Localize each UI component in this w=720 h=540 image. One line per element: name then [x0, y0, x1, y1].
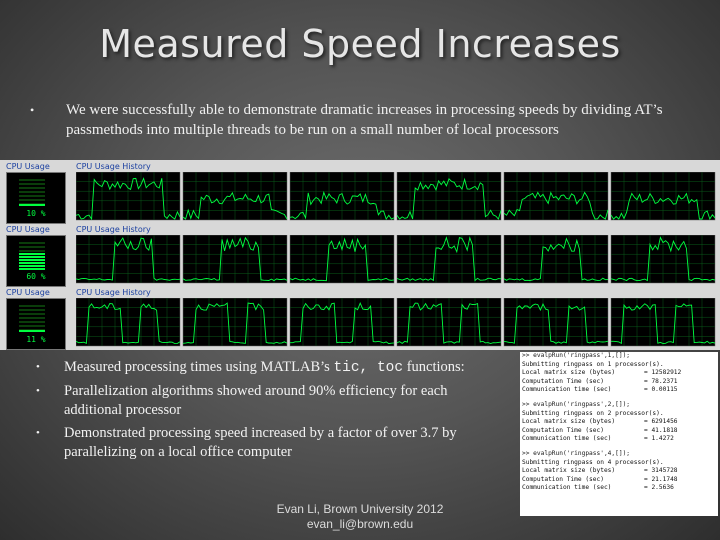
- footer-author: Evan Li, Brown University 2012: [276, 502, 444, 516]
- intro-bullet: • We were successfully able to demonstra…: [30, 100, 690, 140]
- cpu-core-graph: [289, 172, 395, 221]
- cpu-core-graph: [610, 235, 716, 284]
- console-line: Communication time (sec) = 1.4272: [522, 435, 674, 443]
- cpu-core-graph: [610, 172, 716, 221]
- cpu-core-graph: [76, 172, 181, 221]
- cpu-usage-meter: CPU Usage 60 %: [2, 225, 66, 287]
- cpu-history: CPU Usage History: [72, 288, 718, 350]
- cpu-row: CPU Usage 11 % CPU Usage History: [0, 288, 720, 350]
- console-value: = 21.1748: [644, 475, 678, 483]
- cpu-usage-box: 60 %: [6, 235, 66, 287]
- console-line: Computation Time (sec) = 41.1818: [522, 426, 678, 434]
- cpu-history: CPU Usage History: [72, 225, 718, 287]
- console-line: Local matrix size (bytes) = 3145728: [522, 467, 678, 475]
- cpu-history-label: CPU Usage History: [76, 288, 151, 297]
- task-manager-screenshot: CPU Usage 10 % CPU Usage History CPU Usa…: [0, 160, 720, 350]
- meter-fill: [19, 204, 45, 207]
- intro-text: We were successfully able to demonstrate…: [66, 102, 663, 138]
- cpu-usage-label: CPU Usage: [6, 225, 50, 234]
- cpu-history: CPU Usage History: [72, 162, 718, 224]
- console-value: = 12582912: [644, 369, 682, 377]
- cpu-core-graph: [503, 235, 609, 284]
- bullet-text: Measured processing times using MATLAB’s: [64, 359, 334, 375]
- meter-bars: [19, 305, 45, 333]
- list-item: • Parallelization algorithms showed arou…: [36, 382, 506, 420]
- console-status: Submitting ringpass on 1 processor(s).: [522, 360, 664, 368]
- cpu-history-graphs: [76, 172, 716, 221]
- cpu-core-graph: [182, 235, 288, 284]
- meter-bars: [19, 179, 45, 207]
- cpu-usage-box: 11 %: [6, 298, 66, 350]
- console-value: = 1.4272: [644, 435, 674, 443]
- cpu-usage-meter: CPU Usage 10 %: [2, 162, 66, 224]
- cpu-usage-label: CPU Usage: [6, 288, 50, 297]
- code-text: tic, toc: [333, 360, 404, 376]
- cpu-history-graphs: [76, 298, 716, 347]
- cpu-core-graph: [289, 235, 395, 284]
- bullet-marker: •: [36, 427, 40, 439]
- cpu-core-graph: [396, 172, 502, 221]
- cpu-core-graph: [289, 298, 395, 347]
- cpu-percent: 60 %: [26, 272, 46, 281]
- console-value: = 2.5636: [644, 484, 674, 492]
- cpu-history-graphs: [76, 235, 716, 284]
- footer-email: evan_li@brown.edu: [306, 517, 414, 531]
- console-spacer: [520, 493, 718, 499]
- console-line: Local matrix size (bytes) = 12582912: [522, 369, 682, 377]
- bullet-marker: •: [30, 103, 35, 117]
- meter-fill: [19, 330, 45, 333]
- meter-fill: [19, 253, 45, 270]
- cpu-row: CPU Usage 60 % CPU Usage History: [0, 225, 720, 287]
- console-value: = 78.2371: [644, 377, 678, 385]
- findings-list: • Measured processing times using MATLAB…: [36, 358, 506, 466]
- cpu-core-graph: [503, 298, 609, 347]
- console-command: >> evalpRun('ringpass',1,[]);: [522, 352, 631, 359]
- cpu-core-graph: [503, 172, 609, 221]
- matlab-console-output: >> evalpRun('ringpass',1,[]); Submitting …: [520, 352, 718, 516]
- bullet-text: Parallelization algorithms showed around…: [64, 383, 448, 418]
- cpu-core-graph: [610, 298, 716, 347]
- cpu-usage-label: CPU Usage: [6, 162, 50, 171]
- cpu-core-graph: [396, 235, 502, 284]
- cpu-history-label: CPU Usage History: [76, 162, 151, 171]
- cpu-percent: 11 %: [26, 335, 46, 344]
- cpu-core-graph: [182, 172, 288, 221]
- bullet-marker: •: [36, 361, 40, 373]
- list-item: • Measured processing times using MATLAB…: [36, 358, 506, 378]
- console-line: Communication time (sec) = 2.5636: [522, 484, 674, 492]
- console-value: = 3145728: [644, 467, 678, 475]
- list-item: • Demonstrated processing speed increase…: [36, 424, 506, 462]
- cpu-core-graph: [396, 298, 502, 347]
- slide-title: Measured Speed Increases: [99, 22, 621, 66]
- console-line: Communication time (sec) = 0.00115: [522, 386, 678, 394]
- console-line: Local matrix size (bytes) = 6291456: [522, 418, 678, 426]
- console-value: = 41.1818: [644, 426, 678, 434]
- cpu-row: CPU Usage 10 % CPU Usage History: [0, 162, 720, 224]
- console-value: = 0.00115: [644, 386, 678, 394]
- bullet-text: Demonstrated processing speed increased …: [64, 425, 457, 460]
- console-command: >> evalpRun('ringpass',2,[]);: [522, 400, 631, 408]
- console-value: = 6291456: [644, 418, 678, 426]
- footer-credit: Evan Li, Brown University 2012 evan_li@b…: [260, 502, 460, 532]
- cpu-history-label: CPU Usage History: [76, 225, 151, 234]
- cpu-core-graph: [76, 235, 181, 284]
- cpu-usage-meter: CPU Usage 11 %: [2, 288, 66, 350]
- cpu-core-graph: [182, 298, 288, 347]
- console-line: Computation Time (sec) = 78.2371: [522, 377, 678, 385]
- cpu-usage-box: 10 %: [6, 172, 66, 224]
- bullet-text: functions:: [403, 359, 465, 375]
- bullet-marker: •: [36, 385, 40, 397]
- console-status: Submitting ringpass on 2 processor(s).: [522, 409, 664, 417]
- console-status: Submitting ringpass on 4 processor(s).: [522, 458, 664, 466]
- cpu-core-graph: [76, 298, 181, 347]
- cpu-percent: 10 %: [26, 209, 46, 218]
- console-line: Computation Time (sec) = 21.1748: [522, 475, 678, 483]
- console-command: >> evalpRun('ringpass',4,[]);: [522, 449, 631, 457]
